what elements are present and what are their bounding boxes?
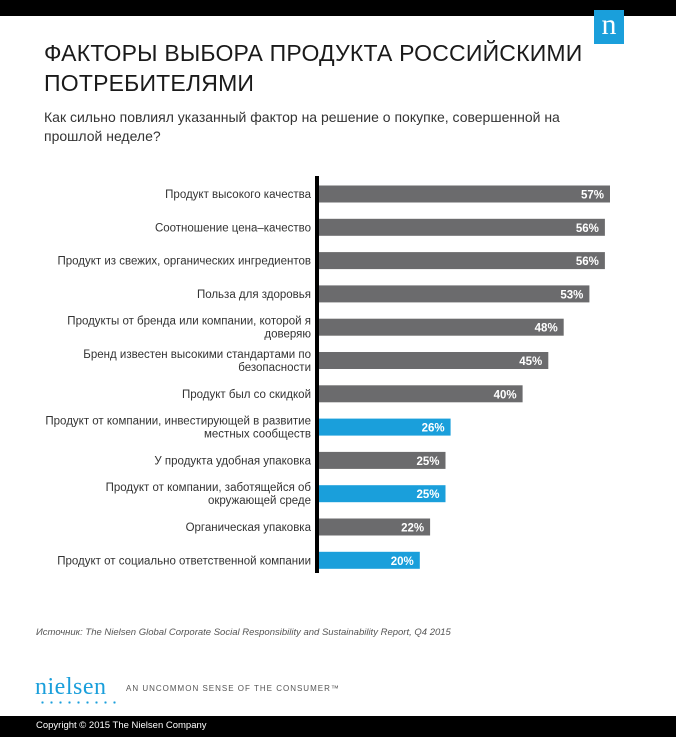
category-label: Продукт от социально ответственной компа… — [57, 555, 311, 567]
bar-9 — [317, 451, 446, 469]
bar-value-label: 25% — [416, 489, 439, 501]
category-label: Продукт высокого качества — [165, 189, 311, 201]
category-label: У продукта удобная упаковка — [154, 455, 311, 467]
bar-5 — [317, 318, 564, 336]
bar-value-label: 57% — [581, 190, 604, 202]
category-label: Органическая упаковка — [186, 522, 312, 534]
footer-bar: Copyright © 2015 The Nielsen Company — [0, 716, 676, 737]
bar-value-label: 53% — [560, 289, 583, 301]
bar-value-label: 56% — [576, 256, 599, 268]
bar-4 — [317, 285, 590, 303]
bar-value-label: 26% — [422, 423, 445, 435]
category-label: Соотношение цена–качество — [155, 222, 311, 234]
bar-value-label: 25% — [416, 456, 439, 468]
bar-7 — [317, 385, 523, 403]
bar-value-label: 22% — [401, 523, 424, 535]
bar-2 — [317, 218, 605, 236]
page-subtitle: Как сильно повлиял указанный фактор на р… — [44, 109, 560, 144]
bar-6 — [317, 352, 549, 369]
bar-1 — [317, 185, 610, 203]
logo-letter: n — [601, 8, 617, 41]
category-label: Бренд известен высокими стандартами по бе… — [83, 349, 311, 374]
top-bar — [0, 0, 676, 16]
source-note: Источник: The Nielsen Global Corporate S… — [36, 627, 451, 638]
bar-value-label: 48% — [535, 323, 558, 335]
category-label: Продукт был со скидкой — [182, 389, 311, 401]
bar-value-label: 40% — [494, 389, 517, 401]
page-title: ФАКТОРЫ ВЫБОРА ПРОДУКТА РОССИЙСКИМИ ПОТР… — [44, 40, 583, 96]
bar-12 — [317, 551, 420, 569]
bar-value-label: 56% — [576, 223, 599, 235]
bar-11 — [317, 518, 431, 536]
category-label: Продукты от бренда или компании, которой… — [67, 316, 311, 341]
copyright-text: Copyright © 2015 The Nielsen Company — [36, 720, 207, 731]
bar-10 — [317, 485, 446, 503]
bar-value-label: 20% — [391, 556, 414, 568]
brand-dots-decoration — [38, 701, 118, 704]
brand-tagline: AN UNCOMMON SENSE OF THE CONSUMER™ — [126, 684, 340, 693]
category-label: Продукт от компании, заботящейся об окруж… — [106, 482, 312, 507]
bar-3 — [317, 252, 605, 270]
bar-value-label: 45% — [519, 356, 542, 368]
category-label: Польза для здоровья — [197, 289, 311, 301]
nielsen-brand-logo: nielsen — [35, 674, 107, 700]
category-label: Продукт от компании, инвестирующей в раз… — [45, 416, 311, 441]
bar-8 — [317, 418, 451, 436]
nielsen-logo-icon: n — [594, 10, 624, 44]
category-label: Продукт из свежих, органических ингредие… — [57, 256, 311, 268]
